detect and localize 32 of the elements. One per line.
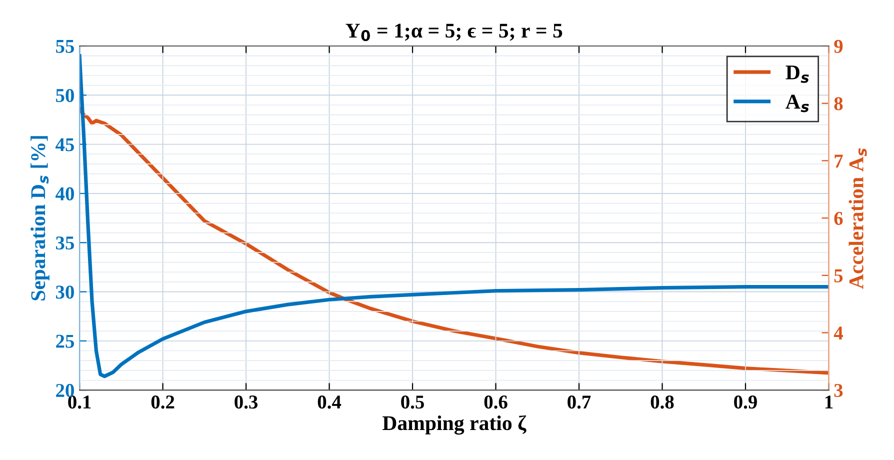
x-tick-label: 0.8 xyxy=(650,396,674,409)
y2-tick-label: 8 xyxy=(834,97,843,110)
x-tick-label: 0.7 xyxy=(568,396,591,409)
y2-tick-label: 4 xyxy=(834,326,843,340)
y-tick-label: 20 xyxy=(56,384,74,398)
x-tick-label: 1 xyxy=(825,396,833,408)
y-tick-label: 45 xyxy=(56,138,74,152)
chart-title: Y$_{0}$ = 1;α = 5; ϵ = 5; r = 5 xyxy=(346,24,562,42)
y2-tick-label: 6 xyxy=(834,212,843,225)
y2-tick-label: 7 xyxy=(834,154,843,168)
y2-tick-label: 9 xyxy=(834,40,843,53)
y-tick-label: 25 xyxy=(56,334,74,348)
y-tick-label: 40 xyxy=(56,187,74,200)
x-tick-label: 0.9 xyxy=(734,396,757,409)
y2-tick-label: 5 xyxy=(834,269,843,282)
x-tick-label: 0.5 xyxy=(401,396,424,409)
x-tick-label: 0.6 xyxy=(484,396,508,409)
y-tick-label: 50 xyxy=(56,88,74,102)
line-series xyxy=(80,54,829,378)
x-axis-title: Damping ratio ζ xyxy=(382,415,526,435)
x-tick-label: 0.3 xyxy=(234,396,258,409)
legend-label: D$_{s}$ xyxy=(786,66,809,83)
y-tick-label: 55 xyxy=(56,40,74,53)
y-axis-title: Separation D$_{s}$ [%] xyxy=(30,136,50,300)
x-tick-label: 0.2 xyxy=(151,396,174,409)
y2-axis-title: Acceleration A$_{s}$ xyxy=(848,148,867,289)
y-tick-label: 30 xyxy=(56,286,74,299)
y2-tick-label: 3 xyxy=(834,384,843,398)
legend-label: A$_{s}$ xyxy=(786,94,809,112)
y-tick-label: 35 xyxy=(56,236,74,250)
x-tick-label: 0.1 xyxy=(68,396,91,409)
x-tick-label: 0.4 xyxy=(318,396,342,409)
